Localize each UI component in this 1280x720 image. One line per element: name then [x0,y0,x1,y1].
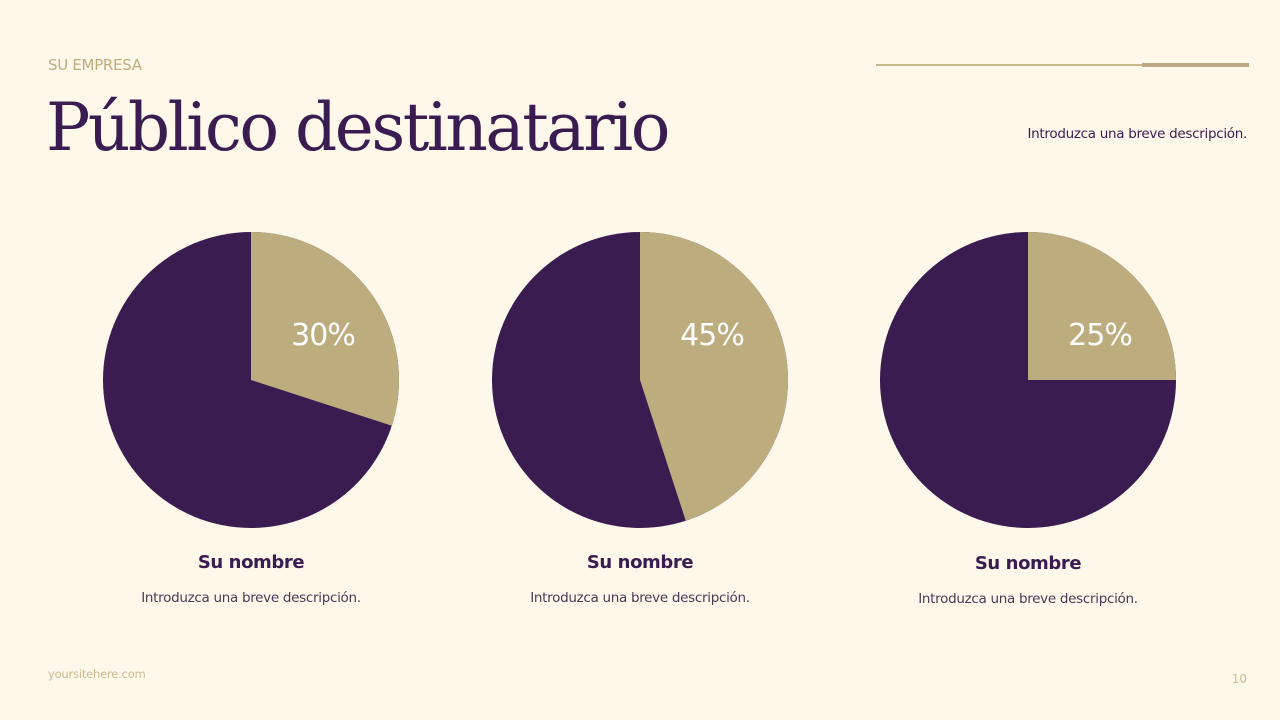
pie-slice-highlighted [251,232,400,426]
pie-name-2: Su nombre [586,552,694,573]
pie-block-2: 45% Su nombre Introduzca una breve descr… [490,230,790,606]
pie-name-3: Su nombre [974,553,1082,574]
pie-block-1: 30% Su nombre Introduzca una breve descr… [101,230,401,606]
pie-block-3: 25% Su nombre Introduzca una breve descr… [878,230,1178,607]
decorative-rule-thick [1142,63,1249,67]
pie-percent-label: 45% [680,318,744,353]
pie-description-2: Introduzca una breve descripción. [530,590,750,606]
pie-percent-label: 25% [1068,318,1132,353]
pie-description-3: Introduzca una breve descripción. [918,591,1138,607]
pie-name-1: Su nombre [197,552,305,573]
decorative-rule-thin [876,64,1248,66]
pie-description-1: Introduzca una breve descripción. [141,590,361,606]
pie-slice-highlighted [1028,232,1176,380]
pie-chart-3: 25% [880,232,1176,528]
pie-chart-2: 45% [492,232,789,528]
pie-chart-1: 30% [103,232,400,528]
company-label: SU EMPRESA [48,56,142,74]
pie-slice-highlighted [640,232,789,521]
header-description: Introduzca una breve descripción. [1027,126,1247,142]
page-number: 10 [1231,672,1247,686]
page-title: Público destinatario [46,89,671,166]
footer-site-link[interactable]: yoursitehere.com [48,667,146,681]
pie-percent-label: 30% [291,318,355,353]
